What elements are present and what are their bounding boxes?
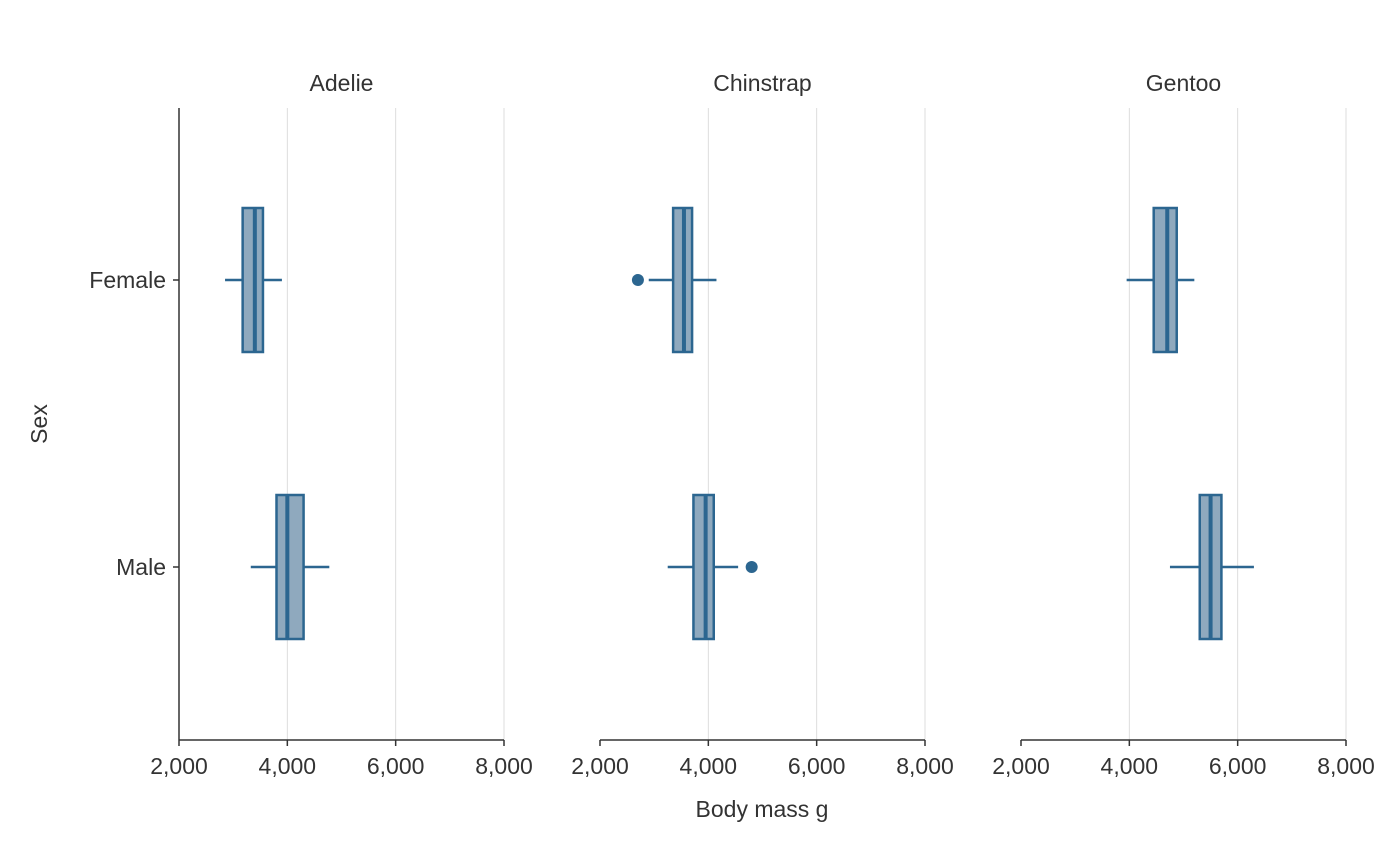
x-tick-label: 4,000 [680, 753, 738, 779]
y-axis-title: Sex [26, 404, 52, 444]
x-axis-title: Body mass g [696, 796, 829, 822]
x-tick-label: 4,000 [259, 753, 317, 779]
boxplot-male [667, 493, 758, 641]
boxplot-female [1126, 206, 1195, 354]
x-tick-label: 2,000 [992, 753, 1050, 779]
x-tick-label: 4,000 [1101, 753, 1159, 779]
box-iqr [241, 206, 265, 354]
box-iqr [1152, 206, 1178, 354]
y-tick-label: Male [116, 554, 166, 580]
x-tick-label: 8,000 [475, 753, 533, 779]
panel-gentoo: 2,000 4,000 6,000 8,000 Gentoo [992, 70, 1375, 779]
y-axis: Female Male [89, 108, 180, 740]
outlier-point [745, 561, 758, 573]
panel-title: Chinstrap [713, 70, 811, 96]
x-tick-label: 6,000 [788, 753, 846, 779]
panel-title: Gentoo [1146, 70, 1221, 96]
panel-title: Adelie [310, 70, 374, 96]
x-tick-label: 2,000 [150, 753, 208, 779]
x-tick-label: 8,000 [1317, 753, 1375, 779]
panels-layer: 2,000 4,000 6,000 8,000 Adelie 2,000 4,000 6,00… [150, 70, 1375, 779]
y-tick-label: Female [89, 267, 166, 293]
boxplot-female [631, 206, 717, 354]
box-iqr [692, 493, 715, 641]
panel-adelie: 2,000 4,000 6,000 8,000 Adelie [150, 70, 533, 779]
x-tick-label: 6,000 [1209, 753, 1267, 779]
boxplot-male [250, 493, 330, 641]
boxplot-male [1169, 493, 1254, 641]
x-tick-label: 8,000 [896, 753, 954, 779]
x-tick-label: 6,000 [367, 753, 425, 779]
panel-chinstrap: 2,000 4,000 6,000 8,000 Chinstrap [571, 70, 954, 779]
box-iqr [275, 493, 305, 641]
outlier-point [631, 274, 644, 286]
x-tick-label: 2,000 [571, 753, 629, 779]
boxplot-female [225, 206, 282, 354]
